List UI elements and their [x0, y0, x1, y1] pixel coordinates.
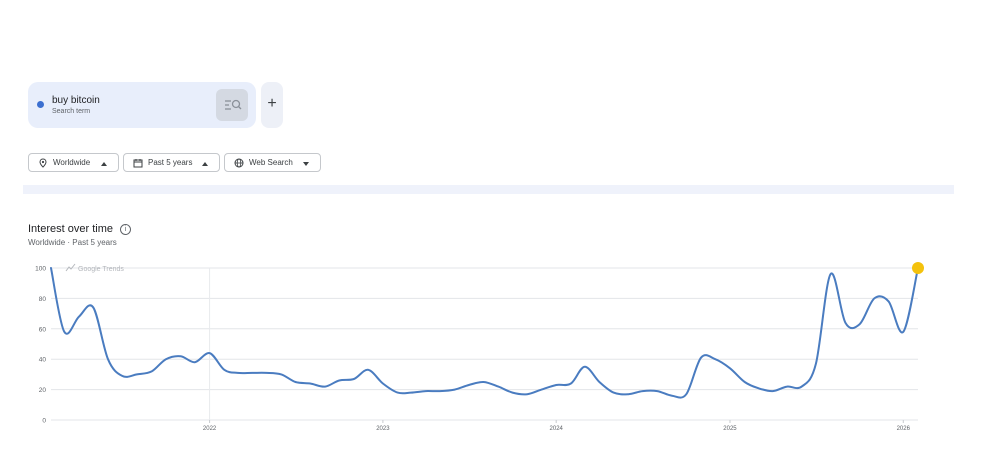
chevron-down-icon: [303, 162, 309, 166]
x-tick-2025: 2025: [723, 426, 737, 432]
latest-point-marker[interactable]: [912, 262, 924, 274]
x-tick-2024: 2024: [550, 426, 564, 432]
y-tick-0: 0: [42, 418, 46, 425]
time-filter[interactable]: Past 5 years: [123, 153, 220, 172]
search-term-card[interactable]: buy bitcoin Search term: [28, 82, 256, 128]
property-filter-label: Web Search: [249, 158, 293, 167]
series-color-dot: [37, 101, 44, 108]
calendar-icon: [133, 159, 143, 168]
search-term-name: buy bitcoin: [52, 95, 100, 106]
section-title: Interest over time: [28, 223, 113, 235]
x-tick-2026: 2026: [897, 426, 911, 432]
add-comparison-button[interactable]: +: [261, 82, 283, 128]
y-tick-40: 40: [39, 357, 47, 364]
property-filter[interactable]: Web Search: [224, 153, 321, 172]
term-options-button[interactable]: [216, 89, 248, 121]
globe-icon: [234, 158, 244, 168]
location-pin-icon: [39, 158, 47, 168]
chevron-up-icon: [101, 162, 107, 166]
info-icon[interactable]: i: [120, 224, 131, 235]
search-term-subtitle: Search term: [52, 108, 91, 115]
y-tick-20: 20: [39, 387, 47, 394]
region-filter-label: Worldwide: [53, 158, 91, 167]
watermark-text: Google Trends: [78, 266, 124, 273]
search-icon: [225, 99, 242, 110]
time-filter-label: Past 5 years: [148, 158, 193, 167]
google-trends-watermark: Google Trends: [65, 263, 124, 273]
divider-band: [23, 185, 954, 194]
y-tick-80: 80: [39, 296, 47, 303]
section-subtitle: Worldwide · Past 5 years: [28, 238, 117, 247]
y-tick-100: 100: [35, 266, 46, 273]
chevron-up-icon: [202, 162, 208, 166]
x-tick-2023: 2023: [376, 426, 390, 432]
region-filter[interactable]: Worldwide: [28, 153, 119, 172]
y-tick-60: 60: [39, 326, 47, 333]
series-line-buy-bitcoin: [50, 267, 919, 399]
x-tick-2022: 2022: [203, 426, 217, 432]
interest-over-time-chart: 0 20 40 60 80 100 2022 2023 2024 2025 2026 Google…: [35, 262, 924, 432]
